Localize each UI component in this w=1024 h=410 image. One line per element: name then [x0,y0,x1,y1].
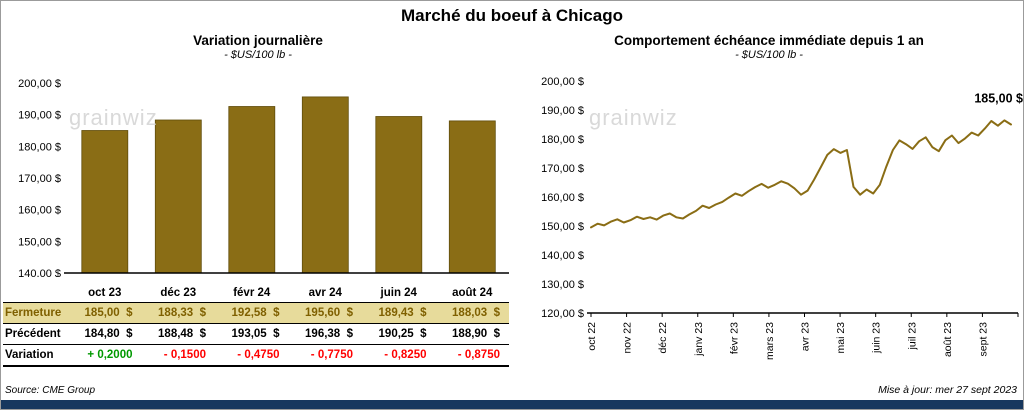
value-cell: + 0,2000 [87,349,133,361]
value-cell: 193,05 $ [231,328,280,340]
value-cell: 189,43 $ [378,307,427,319]
y-axis-label: 200,00 $ [541,76,584,88]
value-cell: - 0,1500 [163,349,206,361]
row-label: Variation [5,349,54,361]
x-axis-label: déc 22 [657,322,669,354]
source-note: Source: CME Group [5,385,96,396]
value-cell: 184,80 $ [84,328,133,340]
value-cell: 190,25 $ [378,328,427,340]
y-axis-label: 150,00 $ [18,236,61,248]
bar [375,116,423,274]
value-cell: 188,03 $ [452,307,500,319]
one-year-panel: Comportement échéance immédiate depuis 1… [513,31,1023,374]
value-cell: 195,60 $ [305,307,353,319]
bar [81,130,129,274]
bar-chart-title: Variation journalière [193,33,323,48]
bar [228,106,276,274]
price-line [590,119,1012,229]
fermeture-row: Fermeture 185,00 $ 188,33 $ 192,58 $ 195,60 … [3,302,509,324]
month-label: oct 23 [88,287,122,299]
daily-variation-panel: Variation journalière - $US/100 lb - gra… [3,31,513,367]
value-cell: 188,48 $ [158,328,206,340]
y-axis-label: 140,00 $ [18,268,61,277]
month-label: févr 24 [233,287,271,299]
value-cell: - 0,8750 [457,349,500,361]
corner-cell [3,283,68,303]
precedent-row: Précédent 184,80 $ 188,48 $ 193,05 $ 196,38 … [3,324,509,345]
month-header-row: oct 23 déc 23 févr 24 avr 24 juin 24 août 24 [3,283,509,303]
y-axis-label: 130,00 $ [541,279,584,291]
month-label: juin 24 [380,287,417,299]
bar [154,119,202,274]
line-chart: grainwiz 120,00 $130,00 $140,00 $150,00 … [513,63,1023,374]
month-label: août 24 [452,287,493,299]
x-axis-label: oct 22 [586,322,598,351]
month-label: déc 23 [160,287,197,299]
update-note: Mise à jour: mer 27 sept 2023 [878,384,1017,396]
x-axis-label: sept 23 [977,322,989,357]
x-axis-label: août 23 [942,322,954,357]
value-cell: 185,00 $ [84,307,133,319]
x-axis-label: juil 23 [906,322,918,351]
value-cell: - 0,8250 [384,349,427,361]
y-axis-label: 170,00 $ [18,173,61,185]
y-axis-label: 170,00 $ [541,163,584,175]
bar-chart: grainwiz 140,00 $150,00 $160,00 $170,00 … [3,63,513,282]
value-cell: 188,90 $ [452,328,500,340]
bar [301,96,349,274]
x-axis-label: mai 23 [835,322,847,354]
last-price-label: 185,00 $ [974,92,1023,106]
value-cell: 196,38 $ [305,328,353,340]
line-chart-title: Comportement échéance immédiate depuis 1… [614,33,924,48]
y-axis-label: 150,00 $ [541,221,584,233]
value-cell: - 0,4750 [237,349,280,361]
y-axis-label: 200,00 $ [18,78,61,90]
y-axis-label: 160,00 $ [541,192,584,204]
x-axis-label: janv 23 [693,322,705,357]
bottom-bar [1,400,1023,409]
y-axis-label: 190,00 $ [541,105,584,117]
bar-chart-svg: 140,00 $ 150,00 $ 160,00 $ 170,00 $ 180,00 $… [18,78,509,280]
value-cell: 192,58 $ [231,307,280,319]
y-axis-label: 190,00 $ [18,110,61,122]
x-axis-label: nov 22 [622,322,634,354]
y-axis-label: 120,00 $ [541,308,584,320]
y-axis-label: 180,00 $ [541,134,584,146]
x-axis-label: mars 23 [764,322,776,360]
line-chart-subtitle: - $US/100 lb - [735,49,803,61]
page-title: Marché du boeuf à Chicago [401,6,623,25]
value-cell: - 0,7750 [310,349,353,361]
month-label: avr 24 [308,287,342,299]
row-label: Précédent [5,328,61,340]
bar-chart-subtitle: - $US/100 lb - [224,49,292,61]
y-axis-label: 140,00 $ [541,250,584,262]
value-cell: 188,33 $ [158,307,206,319]
price-table: oct 23 déc 23 févr 24 avr 24 juin 24 août 24 F… [3,283,509,367]
variation-row: Variation + 0,2000 - 0,1500 - 0,4750 - 0,775… [3,345,509,366]
bar [448,120,496,274]
x-axis-label: avr 23 [800,322,812,351]
x-axis-label: juin 23 [871,322,883,354]
y-axis-label: 180,00 $ [18,141,61,153]
row-label: Fermeture [5,307,62,319]
x-axis-label: févr 23 [728,322,740,354]
line-chart-svg: 120,00 $ 130,00 $ 140,00 $ 150,00 $ 160,00 $… [541,76,1023,360]
y-axis-label: 160,00 $ [18,205,61,217]
